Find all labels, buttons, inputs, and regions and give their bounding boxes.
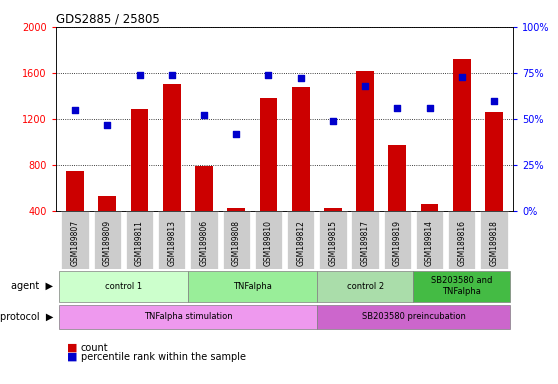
FancyBboxPatch shape <box>319 211 347 269</box>
Point <box>167 72 176 78</box>
FancyBboxPatch shape <box>223 211 250 269</box>
Text: GSM189815: GSM189815 <box>329 220 338 266</box>
FancyBboxPatch shape <box>287 211 314 269</box>
Bar <box>259 98 277 257</box>
Text: GSM189810: GSM189810 <box>264 220 273 266</box>
Text: GSM189811: GSM189811 <box>135 220 144 266</box>
Text: GSM189813: GSM189813 <box>167 220 176 266</box>
Text: GSM189816: GSM189816 <box>458 220 466 266</box>
Bar <box>388 145 406 257</box>
Bar <box>485 112 503 257</box>
Point <box>232 131 240 137</box>
FancyBboxPatch shape <box>94 211 121 269</box>
Text: SB203580 preincubation: SB203580 preincubation <box>362 312 465 321</box>
Bar <box>292 87 310 257</box>
Text: TNFalpha stimulation: TNFalpha stimulation <box>143 312 232 321</box>
FancyBboxPatch shape <box>255 211 282 269</box>
Text: agent  ▶: agent ▶ <box>11 281 53 291</box>
Text: percentile rank within the sample: percentile rank within the sample <box>81 352 246 362</box>
Point <box>360 83 369 89</box>
Text: protocol  ▶: protocol ▶ <box>0 312 53 322</box>
FancyBboxPatch shape <box>126 211 153 269</box>
Bar <box>421 204 439 257</box>
FancyBboxPatch shape <box>317 305 510 329</box>
FancyBboxPatch shape <box>188 270 317 302</box>
Point <box>393 105 402 111</box>
Point <box>458 74 466 80</box>
FancyBboxPatch shape <box>384 211 411 269</box>
Point <box>489 98 498 104</box>
Bar <box>324 208 341 257</box>
FancyBboxPatch shape <box>413 270 510 302</box>
FancyBboxPatch shape <box>416 211 443 269</box>
Text: GSM189819: GSM189819 <box>393 220 402 266</box>
Bar <box>453 59 470 257</box>
Text: count: count <box>81 343 109 353</box>
Text: GDS2885 / 25805: GDS2885 / 25805 <box>56 13 160 26</box>
Point <box>135 72 144 78</box>
Bar <box>163 84 181 257</box>
Bar <box>99 196 116 257</box>
Point <box>71 107 80 113</box>
FancyBboxPatch shape <box>352 211 379 269</box>
Bar <box>228 208 245 257</box>
Point <box>329 118 338 124</box>
FancyBboxPatch shape <box>59 305 317 329</box>
FancyBboxPatch shape <box>317 270 413 302</box>
Bar <box>66 171 84 257</box>
Text: GSM189808: GSM189808 <box>232 220 240 266</box>
Point <box>425 105 434 111</box>
Bar <box>356 71 374 257</box>
Point <box>296 75 305 81</box>
Text: GSM189807: GSM189807 <box>71 220 80 266</box>
FancyBboxPatch shape <box>61 211 89 269</box>
Point <box>200 112 209 118</box>
FancyBboxPatch shape <box>158 211 185 269</box>
FancyBboxPatch shape <box>59 270 188 302</box>
Text: GSM189814: GSM189814 <box>425 220 434 266</box>
Text: GSM189818: GSM189818 <box>489 220 498 266</box>
Bar <box>131 109 148 257</box>
Text: control 2: control 2 <box>347 281 384 291</box>
Text: GSM189817: GSM189817 <box>360 220 369 266</box>
Bar <box>195 166 213 257</box>
Text: ■: ■ <box>67 343 78 353</box>
Text: GSM189812: GSM189812 <box>296 220 305 266</box>
Text: ■: ■ <box>67 352 78 362</box>
FancyBboxPatch shape <box>448 211 475 269</box>
Point <box>103 121 112 127</box>
Text: GSM189809: GSM189809 <box>103 220 112 266</box>
Text: control 1: control 1 <box>105 281 142 291</box>
FancyBboxPatch shape <box>480 211 508 269</box>
Point <box>264 72 273 78</box>
FancyBboxPatch shape <box>190 211 218 269</box>
Text: TNFalpha: TNFalpha <box>233 281 272 291</box>
Text: GSM189806: GSM189806 <box>200 220 209 266</box>
Text: SB203580 and
TNFalpha: SB203580 and TNFalpha <box>431 276 493 296</box>
